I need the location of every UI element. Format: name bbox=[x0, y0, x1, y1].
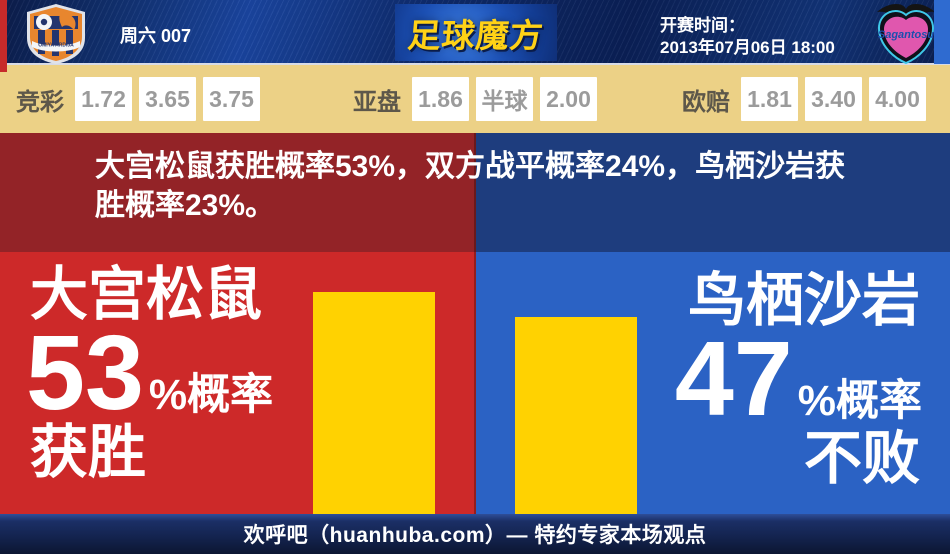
center-divider bbox=[474, 133, 476, 514]
footer-site-text: 欢呼吧（huanhuba.com）— 特约专家本场观点 bbox=[243, 524, 707, 547]
away-team-crest-icon: Sagantosu bbox=[872, 0, 940, 71]
odds-bar: 竞彩 1.72 3.65 3.75 亚盘 1.86 半球 2.00 欧赔 1.8… bbox=[0, 65, 950, 133]
home-team-crest-icon: OMIYA ARDIJA bbox=[24, 3, 88, 70]
home-percent-value: 53 bbox=[26, 314, 144, 432]
odds-group-label: 竞彩 bbox=[16, 88, 64, 116]
odds-group-label: 欧赔 bbox=[682, 88, 730, 116]
odds-group-oupei: 欧赔 1.81 3.40 4.00 bbox=[682, 77, 926, 121]
odds-group-yapan: 亚盘 1.86 半球 2.00 bbox=[353, 77, 597, 121]
home-percent-row: 53 %概率 bbox=[26, 314, 274, 432]
odds-value-box: 3.75 bbox=[203, 77, 260, 121]
home-percent-suffix: %概率 bbox=[148, 371, 274, 419]
footer-bar: 欢呼吧（huanhuba.com）— 特约专家本场观点 bbox=[0, 514, 950, 554]
away-percent-suffix: %概率 bbox=[797, 377, 922, 425]
match-number-label: 周六 007 bbox=[120, 26, 192, 46]
away-crest-script-text: Sagantosu bbox=[878, 29, 935, 41]
home-verdict: 获胜 bbox=[30, 420, 147, 485]
probability-bar-home bbox=[313, 292, 435, 514]
summary-line-1: 大宫松鼠获胜概率53%，双方战平概率24%，鸟栖沙岩获 bbox=[95, 150, 846, 183]
odds-value-box: 半球 bbox=[476, 77, 533, 121]
odds-value-box: 4.00 bbox=[869, 77, 926, 121]
odds-value-box: 2.00 bbox=[540, 77, 597, 121]
kickoff-time: 2013年07月06日 18:00 bbox=[660, 38, 835, 57]
odds-value-box: 1.86 bbox=[412, 77, 469, 121]
away-summary-panel bbox=[476, 133, 950, 252]
left-edge-accent bbox=[0, 0, 7, 72]
away-percent-value: 47 bbox=[674, 320, 793, 438]
odds-group-label: 亚盘 bbox=[353, 88, 401, 116]
prediction-summary: 大宫松鼠获胜概率53%，双方战平概率24%，鸟栖沙岩获 胜概率23%。 bbox=[95, 147, 845, 225]
brand-logo-text: 足球魔方 bbox=[406, 16, 546, 54]
probability-bar-away bbox=[515, 317, 637, 514]
away-percent-row: 47 %概率 bbox=[674, 320, 922, 438]
home-team-name: 大宫松鼠 bbox=[30, 262, 263, 327]
odds-group-jingcai: 竞彩 1.72 3.65 3.75 bbox=[16, 77, 260, 121]
odds-value-box: 1.72 bbox=[75, 77, 132, 121]
kickoff-label: 开赛时间： bbox=[660, 16, 745, 35]
odds-value-box: 3.65 bbox=[139, 77, 196, 121]
summary-line-2: 胜概率23%。 bbox=[95, 189, 276, 222]
right-edge-accent bbox=[934, 0, 950, 64]
home-crest-text: OMIYA ARDIJA bbox=[38, 43, 74, 49]
top-bar: 周六 007 开赛时间： 2013年07月06日 18:00 足球魔方 bbox=[0, 0, 950, 65]
odds-value-box: 3.40 bbox=[805, 77, 862, 121]
away-team-name: 鸟栖沙岩 bbox=[687, 268, 920, 333]
away-verdict: 不败 bbox=[803, 426, 920, 491]
home-summary-panel bbox=[0, 133, 476, 252]
kickoff-time-block: 开赛时间： 2013年07月06日 18:00 bbox=[660, 15, 835, 59]
brand-logo-panel: 足球魔方 bbox=[395, 4, 557, 61]
odds-value-box: 1.81 bbox=[741, 77, 798, 121]
